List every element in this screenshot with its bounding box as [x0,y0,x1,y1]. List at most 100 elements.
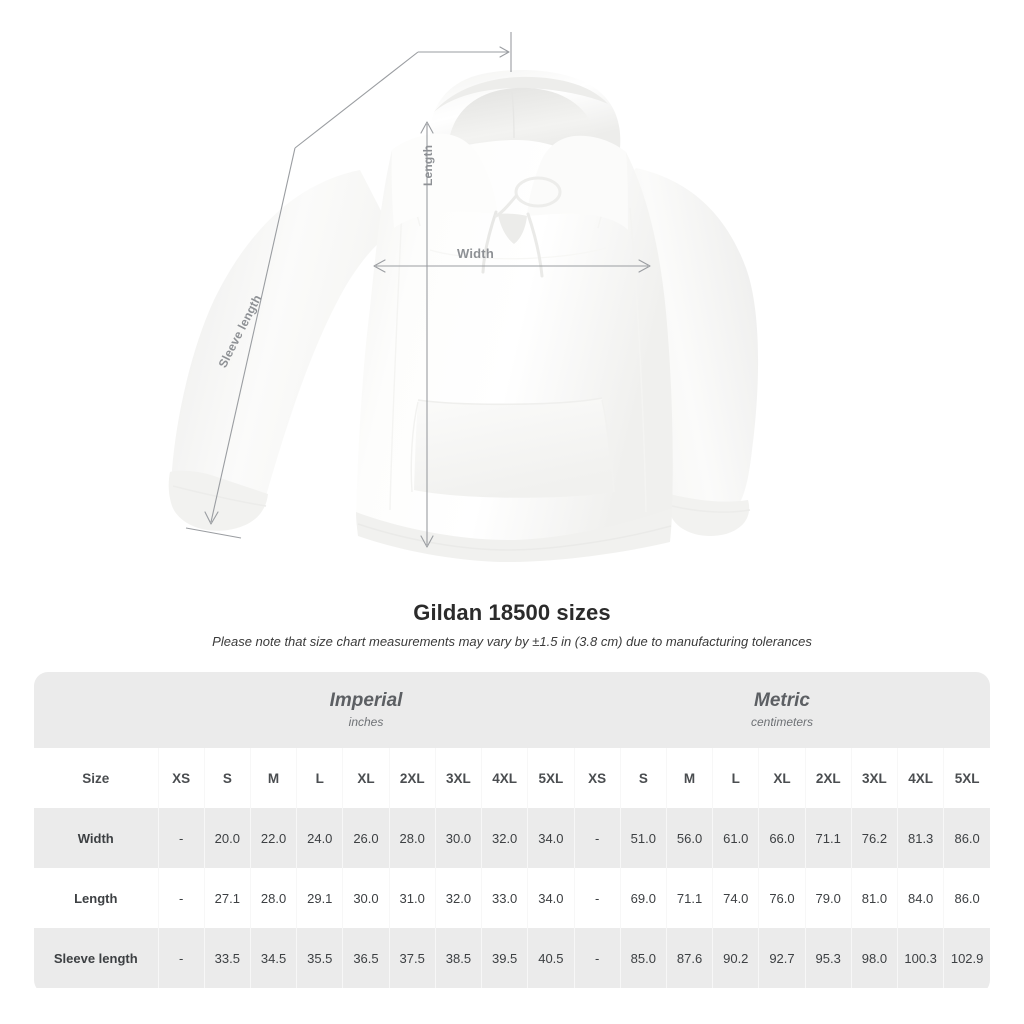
hoodie-diagram: Width Length Sleeve length [168,32,759,562]
metric-value: 86.0 [943,808,990,868]
size-column-header: S [204,748,251,808]
size-column-header: 2XL [389,748,436,808]
metric-value: 76.0 [758,868,806,928]
metric-value: 95.3 [805,928,852,988]
table-row: Width -20.0 22.0 24.0 26.0 28.0 30.0 32.0 34.0-5… [34,808,990,868]
size-column-header: L [712,748,760,808]
metric-value: 85.0 [620,928,667,988]
unit-group-subtitle: centimeters [750,715,814,730]
metric-value: 98.0 [851,928,899,988]
size-column-header: 4XL [897,748,945,808]
size-table: Imperial inches Metric centimeters Size XS S M L… [34,672,990,988]
metric-value: 71.1 [805,808,852,868]
metric-value: 79.0 [805,868,852,928]
imperial-value: 20.0 [204,808,251,868]
metric-value: 100.3 [897,928,945,988]
unit-group-subtitle: inches [348,715,384,730]
imperial-value: 28.0 [389,808,436,868]
sleeve-length-guide [185,32,512,539]
hoodie-illustration [168,32,759,562]
metric-value: 71.1 [666,868,714,928]
unit-header-row: Imperial inches Metric centimeters [34,672,990,748]
metric-value: 81.3 [897,808,945,868]
imperial-value: 36.5 [342,928,390,988]
size-column-header: 2XL [805,748,852,808]
metric-value: 56.0 [666,808,714,868]
unit-group-metric: Metric centimeters [574,672,990,748]
measurement-guides [185,32,651,548]
size-column-header: M [250,748,298,808]
metric-value: 69.0 [620,868,667,928]
imperial-value: - [158,808,205,868]
size-column-header: 4XL [481,748,529,808]
imperial-value: 30.0 [342,868,390,928]
table-row: Sleeve length -33.5 34.5 35.5 36.5 37.5 38.5 39… [34,928,990,988]
size-column-header: 5XL [943,748,990,808]
imperial-value: - [158,868,205,928]
measurement-label: Sleeve length [34,928,159,988]
unit-group-imperial: Imperial inches [158,672,574,748]
metric-value: 102.9 [943,928,990,988]
metric-value: 90.2 [712,928,760,988]
imperial-value: 34.0 [527,868,575,928]
imperial-value: 22.0 [250,808,298,868]
metric-value: 87.6 [666,928,714,988]
measurement-label: Length [34,868,159,928]
size-header-row: Size XS S M L XL 2XL 3XL 4XL 5XL XS S M L XL 2XL 3XL 4XL 5… [34,748,990,808]
imperial-value: 35.5 [296,928,344,988]
size-column-header: 3XL [851,748,899,808]
size-column-header: L [296,748,344,808]
metric-value: 81.0 [851,868,899,928]
metric-value: 51.0 [620,808,667,868]
imperial-value: 34.0 [527,808,575,868]
size-column-header: S [620,748,667,808]
size-table-container: Imperial inches Metric centimeters Size XS S M L… [34,672,990,994]
metric-value: 76.2 [851,808,899,868]
size-column-header: XL [342,748,390,808]
imperial-value: - [158,928,205,988]
imperial-value: 39.5 [481,928,529,988]
unit-group-name: Imperial [329,689,403,711]
imperial-value: 34.5 [250,928,298,988]
width-guide [373,259,651,273]
size-column-header: XS [574,748,621,808]
metric-value: - [574,868,621,928]
imperial-value: 24.0 [296,808,344,868]
imperial-value: 28.0 [250,868,298,928]
metric-value: - [574,928,621,988]
chart-title: Gildan 18500 sizes [413,600,611,625]
size-column-header: 3XL [435,748,483,808]
metric-value: 61.0 [712,808,760,868]
imperial-value: 29.1 [296,868,344,928]
garment-artwork [168,70,759,562]
imperial-value: 37.5 [389,928,436,988]
unit-group-name: Metric [754,689,810,711]
size-column-header: 5XL [527,748,575,808]
width-dimension-label: Width [457,246,494,261]
row-header-label: Size [34,748,159,808]
imperial-value: 31.0 [389,868,436,928]
metric-value: 86.0 [943,868,990,928]
size-column-header: XL [758,748,806,808]
metric-value: - [574,808,621,868]
length-dimension-label: Length [421,144,435,186]
imperial-value: 32.0 [481,808,529,868]
metric-value: 74.0 [712,868,760,928]
imperial-value: 33.5 [204,928,251,988]
imperial-value: 38.5 [435,928,483,988]
imperial-value: 32.0 [435,868,483,928]
imperial-value: 30.0 [435,808,483,868]
size-column-header: XS [158,748,205,808]
size-column-header: M [666,748,714,808]
imperial-value: 40.5 [527,928,575,988]
unit-row-spacer [34,672,158,748]
metric-value: 92.7 [758,928,806,988]
chart-disclaimer: Please note that size chart measurements… [212,634,812,649]
measurement-label: Width [34,808,159,868]
length-guide [420,121,434,548]
imperial-value: 33.0 [481,868,529,928]
metric-value: 84.0 [897,868,945,928]
imperial-value: 26.0 [342,808,390,868]
imperial-value: 27.1 [204,868,251,928]
